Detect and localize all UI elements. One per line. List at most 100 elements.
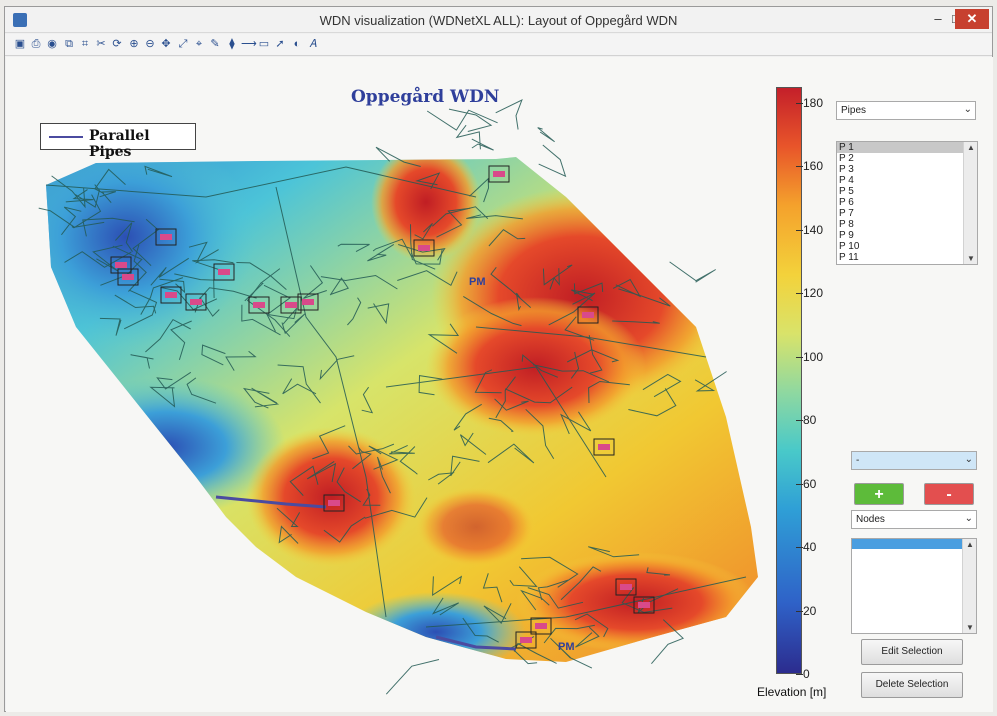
pipe-list-item[interactable]: P 2 <box>839 153 854 164</box>
pipe-marker-fill <box>115 262 127 268</box>
pipe-marker-box[interactable] <box>530 617 552 635</box>
edit-selection-button[interactable]: Edit Selection <box>861 639 963 665</box>
colorbar-tick-mark <box>796 229 803 231</box>
delete-selection-button[interactable]: Delete Selection <box>861 672 963 698</box>
pipe-list-item[interactable]: P 5 <box>839 186 854 197</box>
link-icon[interactable]: ⧫ <box>229 38 235 50</box>
pipe-segment <box>336 467 361 503</box>
pipe-marker-box[interactable] <box>633 596 655 614</box>
selection-dropdown[interactable]: - ⌄ <box>851 451 977 470</box>
pipe-marker-box[interactable] <box>515 631 537 649</box>
pipe-marker-box[interactable] <box>323 494 345 512</box>
pipe-marker-box[interactable] <box>110 256 132 274</box>
pipe-marker-fill <box>493 171 505 177</box>
pipe-marker-box[interactable] <box>117 268 139 286</box>
list-scrollbar[interactable]: ▲ ▼ <box>963 142 977 264</box>
colorbar-tick-mark <box>796 420 803 422</box>
colorbar-tick-label: 100 <box>803 349 824 364</box>
pan-icon[interactable]: ✥ <box>161 38 171 50</box>
list-scrollbar[interactable]: ▲ ▼ <box>962 539 976 633</box>
pipe-list-item[interactable]: P 10 <box>839 241 860 252</box>
pipe-markers <box>110 165 655 649</box>
pipe-marker-box[interactable] <box>488 165 510 183</box>
minimize-button[interactable]: – <box>934 11 942 26</box>
rotate-icon[interactable]: ⟳ <box>112 38 122 50</box>
pipe-marker-box[interactable] <box>413 239 435 257</box>
pipe-list-item[interactable]: P 11 <box>839 252 859 263</box>
pipe-marker-fill <box>122 274 134 280</box>
pipe-segment <box>694 371 727 392</box>
pipe-segment <box>646 567 671 576</box>
pipe-list-item[interactable]: P 8 <box>839 219 854 230</box>
pipe-marker-box[interactable] <box>213 263 235 281</box>
pipe-marker-box[interactable] <box>593 438 615 456</box>
pipe-segment <box>99 317 122 336</box>
pipe-segment <box>418 375 443 396</box>
pipe-marker-fill <box>535 623 547 629</box>
scroll-up-icon[interactable]: ▲ <box>966 540 974 549</box>
zoom-in-icon[interactable]: ⊕ <box>129 38 139 50</box>
pipes-dropdown[interactable]: Pipes ⌄ <box>836 101 976 120</box>
pipe-segment <box>364 497 428 519</box>
pipe-list-item[interactable]: P 6 <box>839 197 854 208</box>
insert-shape-icon[interactable]: ▭ <box>258 38 270 50</box>
pipe-segment <box>156 371 192 390</box>
pipe-list-item[interactable]: P 7 <box>839 208 854 219</box>
pipe-marker-box[interactable] <box>155 228 177 246</box>
grid-icon[interactable]: ⌗ <box>81 38 89 50</box>
nodes-dropdown[interactable]: Nodes ⌄ <box>851 510 977 529</box>
pipe-segment <box>487 443 535 464</box>
figure-toolbar: ▣ ⎙ ◉ ⧉ ⌗ ✂ ⟳ ⊕ ⊖ ✥ ⤢ ⌖ ✎ ⧫ ⟶ ▭ ➚ ◐ 𝐴 <box>5 34 992 56</box>
pipe-marker-fill <box>165 292 177 298</box>
brush-icon[interactable]: ✎ <box>210 38 220 50</box>
arrow-icon[interactable]: ➚ <box>275 38 285 50</box>
pipe-segment <box>150 257 189 286</box>
pipe-segment <box>432 575 463 596</box>
data-cursor-icon[interactable]: ⌖ <box>195 38 203 50</box>
pipe-list-item[interactable]: P 9 <box>839 230 854 241</box>
pipe-segment <box>543 624 595 644</box>
pipe-marker-box[interactable] <box>280 296 302 314</box>
network-map[interactable]: PM PM <box>6 57 993 712</box>
scroll-down-icon[interactable]: ▼ <box>967 254 975 263</box>
pipe-marker-box[interactable] <box>160 286 182 304</box>
pipe-marker-box[interactable] <box>577 306 599 324</box>
pipe-list-item[interactable]: P 3 <box>839 164 854 175</box>
pipe-segment <box>410 249 443 265</box>
close-button[interactable]: ✕ <box>955 9 989 29</box>
pipe-marker-box[interactable] <box>297 293 319 311</box>
pipe-segment <box>38 207 105 228</box>
colorbar-tick-label: 40 <box>803 540 817 555</box>
scroll-up-icon[interactable]: ▲ <box>967 143 975 152</box>
pipe-list-item[interactable]: P 4 <box>839 175 854 186</box>
pipe-list-item[interactable]: P 1 <box>837 142 977 153</box>
colorbar-tick-mark <box>796 356 803 358</box>
colorbar-label: Elevation [m] <box>757 685 827 699</box>
pipe-segment <box>170 320 192 361</box>
zoom-out-icon[interactable]: ⊖ <box>145 38 155 50</box>
cut-icon[interactable]: ✂ <box>96 38 106 50</box>
pipe-marker-fill <box>218 269 230 275</box>
insert-line-icon[interactable]: ⟶ <box>241 38 257 50</box>
pipe-marker-box[interactable] <box>248 296 270 314</box>
remove-button[interactable]: - <box>924 483 974 505</box>
scroll-down-icon[interactable]: ▼ <box>966 623 974 632</box>
fit-icon[interactable]: ⤢ <box>178 38 188 50</box>
new-figure-icon[interactable]: ⧉ <box>65 38 73 50</box>
title-bar: WDN visualization (WDNetXL ALL): Layout … <box>5 7 992 33</box>
palette-icon[interactable]: ◉ <box>47 38 57 50</box>
add-button[interactable]: + <box>854 483 904 505</box>
pipe-segment <box>549 268 560 290</box>
pipe-marker-box[interactable] <box>185 293 207 311</box>
pipe-segment <box>320 274 398 290</box>
print-icon[interactable]: ⎙ <box>31 38 41 50</box>
save-icon[interactable]: ▣ <box>14 38 26 50</box>
list-item[interactable] <box>852 539 962 549</box>
pipe-segment <box>372 238 413 259</box>
nodes-list[interactable]: ▲ ▼ <box>851 538 977 634</box>
parallel-pipes <box>215 495 517 651</box>
color-icon[interactable]: ◐ <box>293 38 301 50</box>
pipe-marker-box[interactable] <box>615 578 637 596</box>
text-icon[interactable]: 𝐴 <box>309 38 317 50</box>
